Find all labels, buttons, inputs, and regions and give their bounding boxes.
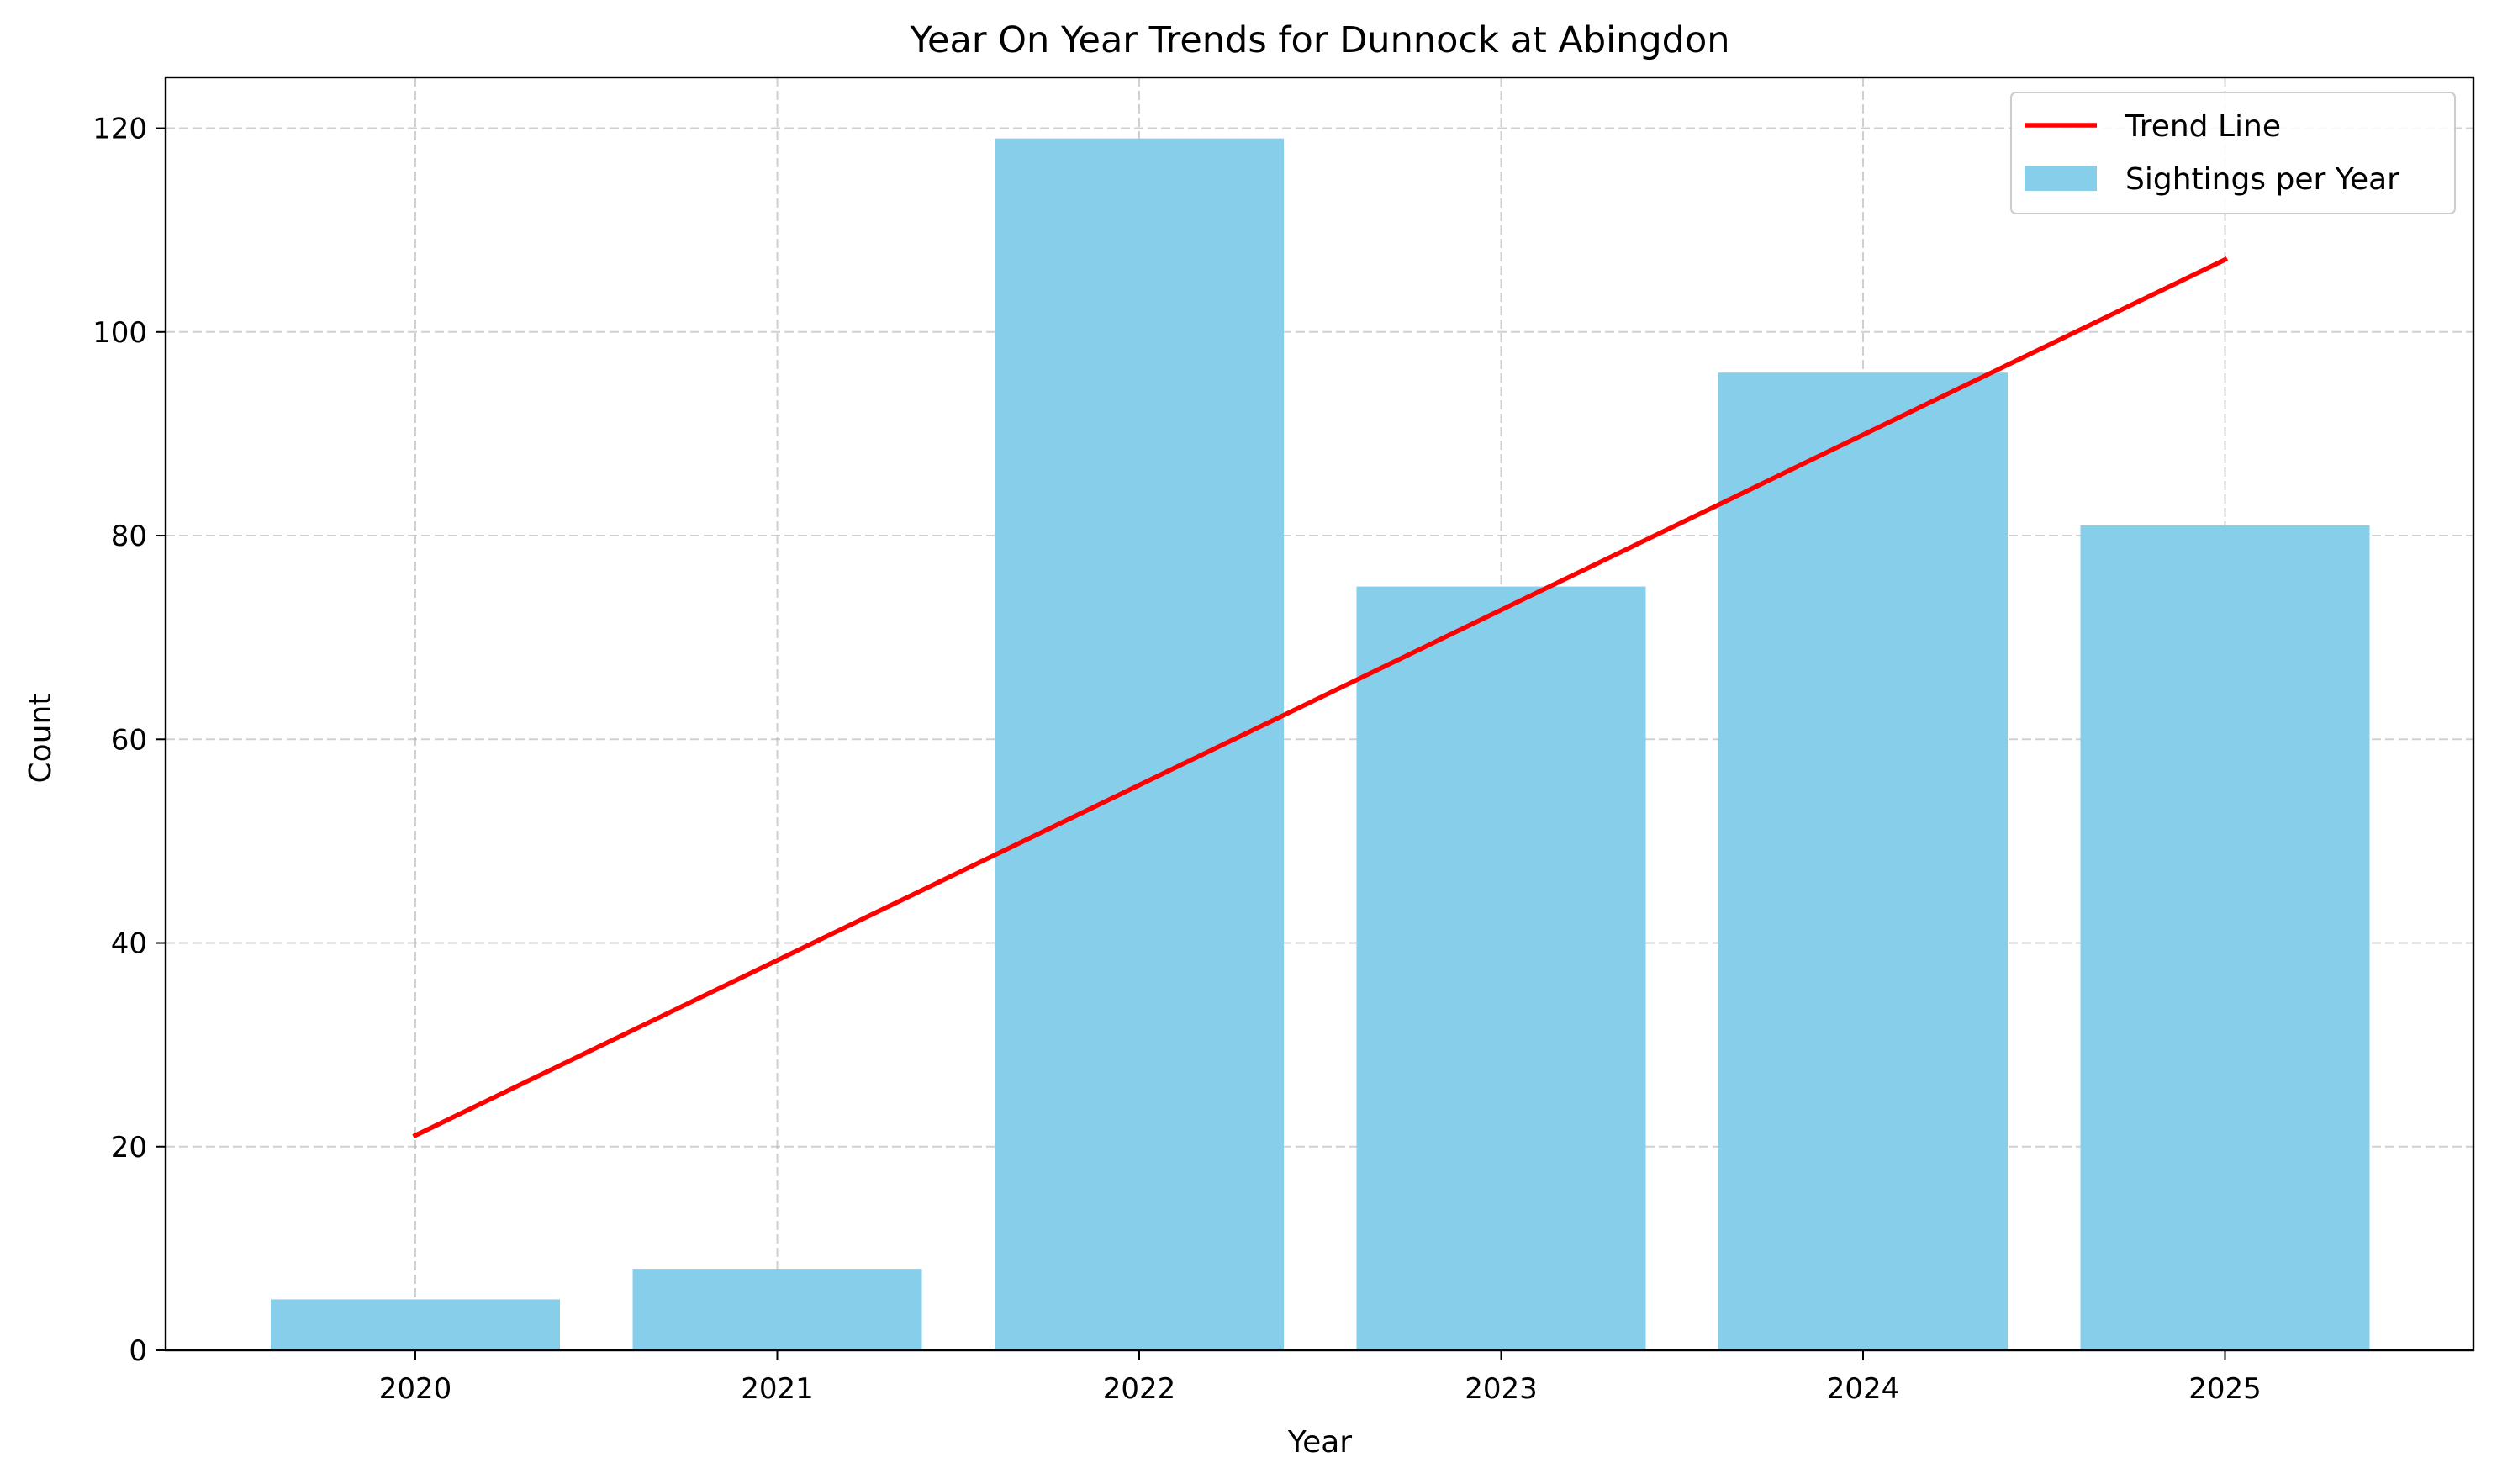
x-tick-label-2025: 2025 [2188, 1372, 2262, 1406]
plot-frame [164, 76, 2475, 1352]
x-axis: 2020 2021 2022 2023 2024 2025 [379, 1350, 2262, 1406]
legend-sightings-swatch [2025, 166, 2097, 191]
y-tick-label-20: 20 [111, 1131, 147, 1164]
y-tick-label-60: 60 [111, 723, 147, 757]
y-tick-label-40: 40 [111, 927, 147, 961]
legend: Trend Line Sightings per Year [2010, 92, 2456, 214]
trend-line-series [412, 256, 2229, 1139]
chart-title: Year On Year Trends for Dunnock at Abing… [909, 19, 1729, 61]
y-axis-label: Count [24, 694, 58, 784]
legend-box [2010, 92, 2456, 214]
x-tick-label-2022: 2022 [1103, 1372, 1176, 1406]
y-tick-label-0: 0 [129, 1334, 147, 1368]
bar-2025 [2080, 525, 2370, 1350]
trend-line [412, 256, 2229, 1139]
x-axis-label: Year [1287, 1425, 1352, 1460]
bar-2020 [271, 1299, 560, 1350]
y-tick-label-100: 100 [92, 316, 147, 350]
y-axis: 0 20 40 60 80 100 120 [92, 113, 166, 1368]
bar-2024 [1718, 372, 2008, 1350]
x-tick-label-2021: 2021 [741, 1372, 814, 1406]
x-tick-label-2024: 2024 [1827, 1372, 1900, 1406]
legend-trend-line-label: Trend Line [2125, 109, 2281, 144]
x-tick-label-2023: 2023 [1465, 1372, 1538, 1406]
x-tick-label-2020: 2020 [379, 1372, 452, 1406]
y-tick-label-120: 120 [92, 113, 147, 146]
bar-2021 [632, 1269, 922, 1350]
y-tick-label-80: 80 [111, 520, 147, 553]
bar-series [271, 138, 2370, 1350]
legend-sightings-label: Sightings per Year [2125, 162, 2399, 197]
bar-2023 [1356, 586, 1646, 1350]
bar-2022 [995, 138, 1284, 1350]
